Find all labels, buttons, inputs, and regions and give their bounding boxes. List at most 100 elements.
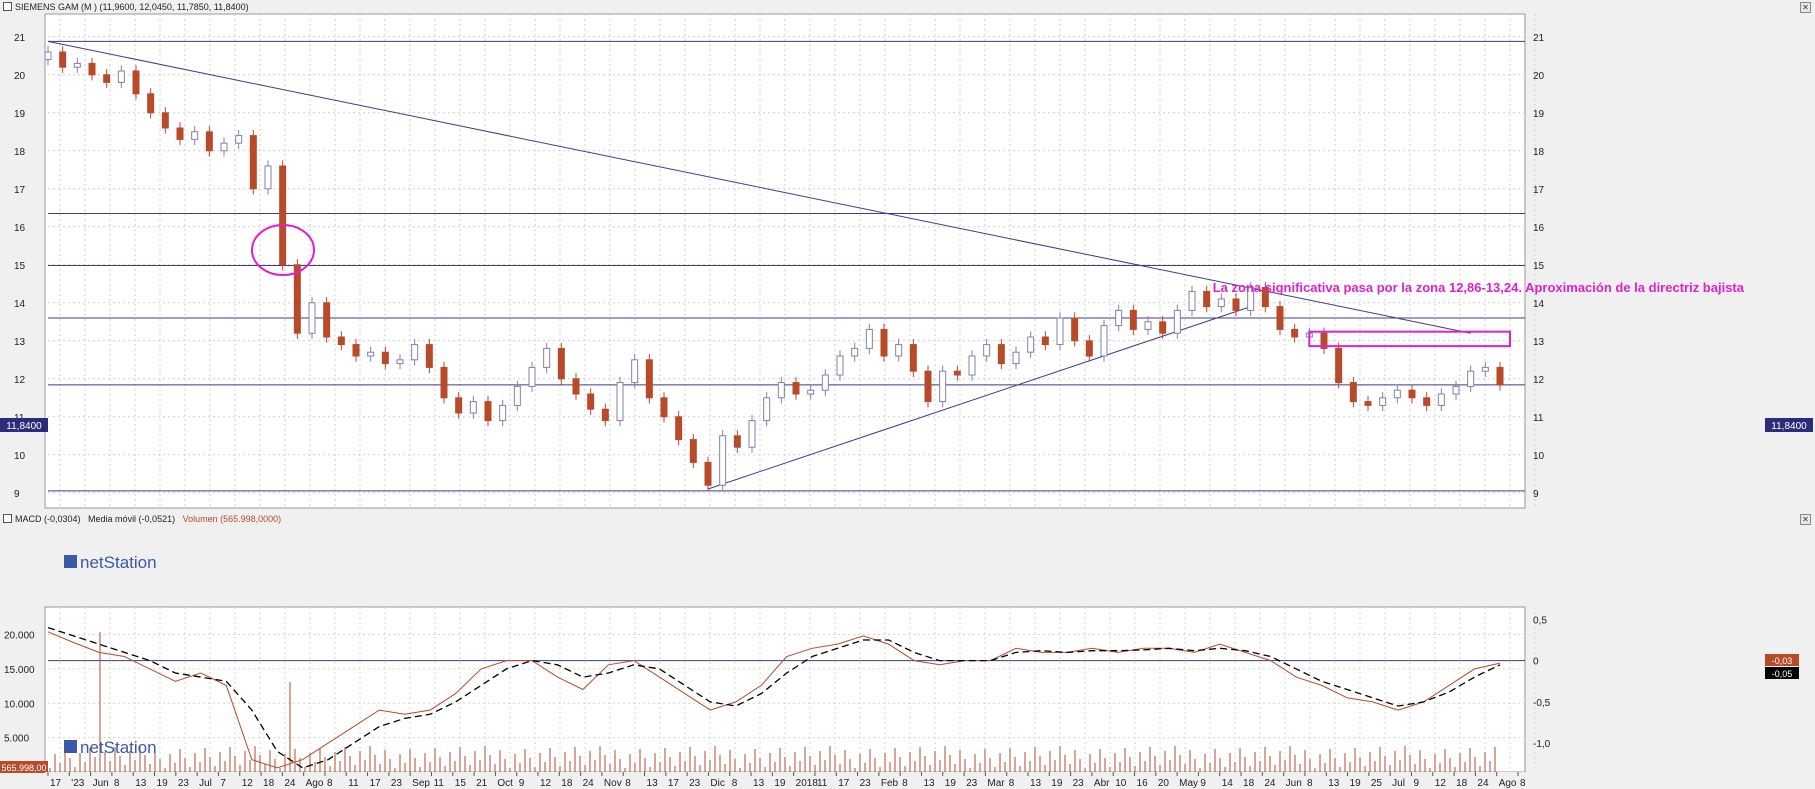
netstation-logo-lower: netStation [64,738,157,757]
x-axis-label: Jun [93,778,109,789]
candle-body [1247,287,1255,311]
x-axis-label: 9 [519,778,525,789]
x-axis-label: Feb [881,778,899,789]
price-axis-tick-left: 13 [14,337,26,348]
candle-body [1320,332,1328,349]
trendline [47,40,1471,334]
x-axis-band [45,772,1525,789]
macd-legend: MACD (-0,0304) Media móvil (-0,0521) Vol… [0,512,281,526]
candle-body [455,397,463,414]
candle-body [1071,317,1079,342]
x-axis-label: Ago [306,778,324,789]
ma-value-label: -0,05 [1772,669,1793,679]
candle-body [1349,382,1357,403]
x-axis-label: 20 [1158,778,1170,789]
x-axis-label: 8 [327,778,333,789]
x-axis-label: 19 [1350,778,1362,789]
x-axis-label: 17 [668,778,680,789]
x-axis-label: 19 [774,778,786,789]
candle-body [1291,328,1299,338]
window-menu-icon[interactable] [3,2,12,11]
price-axis-tick-right: 10 [1533,451,1545,462]
x-axis-label: 15 [455,778,467,789]
x-axis-label: 10 [1115,778,1127,789]
ma-value-tag [1765,667,1799,679]
x-axis-label: 12 [540,778,552,789]
candle-body [513,385,521,406]
macd-axis-tick: -0,5 [1533,698,1551,709]
x-axis-label: Jul [1392,778,1405,789]
candle-body [587,393,595,410]
price-axis-tick-right: 18 [1533,147,1545,158]
x-axis-label: 11 [433,778,444,789]
x-axis-label: 18 [1243,778,1255,789]
x-axis-label: May [1179,778,1198,789]
candle-body [1217,298,1225,308]
close-icon[interactable]: ✕ [1800,2,1811,13]
candle-body [909,344,917,372]
x-axis-label: 8 [1520,778,1526,789]
candle-body [1115,309,1123,327]
x-axis-label: 23 [178,778,190,789]
candle-body [689,439,697,463]
trendline [707,306,1251,490]
candle-body [176,127,184,140]
x-axis-label: 24 [1477,778,1489,789]
candle-body [44,51,52,61]
x-axis-label: 11 [348,778,359,789]
candle-body [1012,351,1020,365]
candle-body [1203,290,1211,308]
candle-body [543,347,551,368]
candle-body [308,302,316,334]
x-axis-label: Jul [199,778,212,789]
x-axis-label: 18 [561,778,573,789]
price-axis-tick-left: 17 [14,185,26,196]
candle-body [616,382,624,422]
x-axis-label: Abr [1094,778,1110,789]
price-axis-tick-left: 18 [14,147,26,158]
price-axis-tick-left: 14 [14,299,26,310]
x-axis-label: 25 [1371,778,1383,789]
price-axis-tick-left: 12 [14,375,26,386]
x-axis-label: '23 [71,778,84,789]
candle-body [1027,336,1035,353]
price-axis-tick-right: 17 [1533,185,1545,196]
close-panel-icon[interactable]: ✕ [1800,514,1811,525]
x-axis-label: 17 [370,778,382,789]
candle-body [1408,389,1416,399]
annotation-text: La zona significativa pasa por la zona 1… [1213,280,1745,295]
title-text: SIEMENS GAM (M ) (11,9600, 12,0450, 11,7… [15,2,249,12]
candle-body [777,382,785,399]
candle-body [1085,340,1093,357]
macd-value-tag [1765,654,1799,666]
x-axis-label: 9 [1413,778,1419,789]
candle-body [1041,336,1049,346]
macd-value-label: -0,03 [1772,656,1793,666]
candle-body [425,344,433,368]
candle-body [220,142,228,152]
price-axis-tick-left: 10 [14,451,26,462]
ma-legend-text: Media móvil (-0,0521) [88,514,176,524]
last-price-tag-left [0,418,48,432]
netstation-mark-icon [64,740,77,753]
candle-body [939,370,947,403]
volume-axis-tick: 15.000 [4,665,35,676]
candle-body [1467,370,1475,387]
x-axis-label: 23 [689,778,701,789]
panel-menu-icon[interactable] [3,514,12,523]
x-axis-label: 13 [647,778,659,789]
x-axis-label: Mar [987,778,1005,789]
x-axis-label: Nov [604,778,622,789]
price-axis-tick-left: 21 [14,33,26,44]
x-axis-label: Sep [412,778,430,789]
candle-body [337,336,345,346]
candle-body [191,131,199,140]
candle-body [733,435,741,448]
candle-body [411,344,419,361]
x-axis-label: 8 [1307,778,1313,789]
candle-body [836,355,844,376]
candle-body [117,70,125,83]
candle-body [323,302,331,338]
candle-body [367,351,375,357]
